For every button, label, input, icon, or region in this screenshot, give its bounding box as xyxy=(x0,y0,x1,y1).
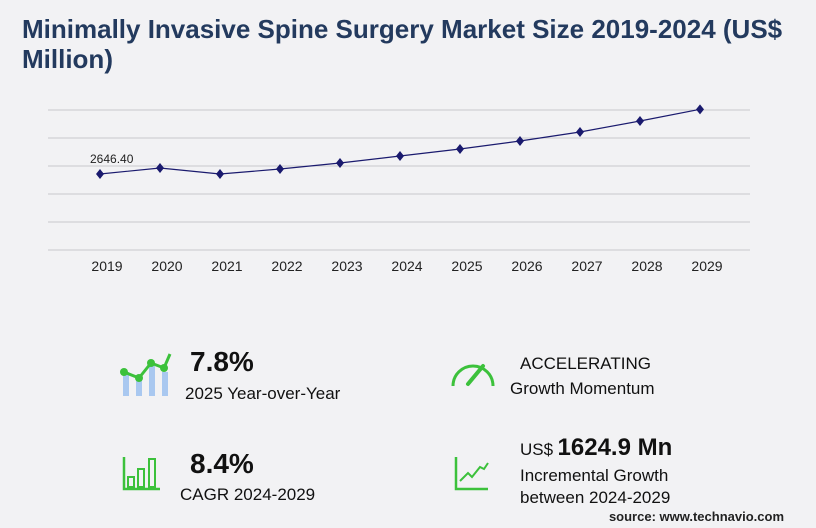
cagr-label: CAGR 2024-2029 xyxy=(180,485,316,504)
data-label: 2646.40 xyxy=(90,152,134,166)
data-point xyxy=(456,143,464,154)
incremental-label: Incremental Growth xyxy=(520,466,669,485)
x-tick-label: 2020 xyxy=(151,258,182,274)
x-tick-label: 2027 xyxy=(571,258,602,274)
data-point xyxy=(336,158,344,169)
x-tick-label: 2019 xyxy=(91,258,122,274)
data-point xyxy=(636,115,644,126)
data-point xyxy=(156,163,164,174)
data-point xyxy=(396,151,404,162)
momentum-label: Growth Momentum xyxy=(510,379,655,398)
trend-up-icon xyxy=(454,455,490,496)
x-tick-label: 2022 xyxy=(271,258,302,274)
x-tick-label: 2023 xyxy=(331,258,362,274)
cagr-value: 8.4% xyxy=(190,448,254,479)
line-chart: 2019 2020 2021 2022 2023 2024 2025 2026 2027 2028… xyxy=(48,104,750,274)
source-text: source: www.technavio.com xyxy=(608,509,784,524)
data-point xyxy=(696,104,704,115)
bar-chart-icon xyxy=(122,455,162,496)
data-point xyxy=(516,136,524,147)
data-point xyxy=(276,164,284,175)
chart-title: Minimally Invasive Spine Surgery Market … xyxy=(22,14,783,74)
series-line xyxy=(99,108,701,175)
data-point xyxy=(576,126,584,137)
speedometer-icon xyxy=(450,358,496,393)
data-point xyxy=(96,169,104,180)
yoy-value: 7.8% xyxy=(190,346,254,377)
growth-chart-icon xyxy=(118,350,172,403)
x-tick-label: 2028 xyxy=(631,258,662,274)
x-tick-label: 2021 xyxy=(211,258,242,274)
currency-prefix: US$ xyxy=(520,440,554,459)
momentum-value: ACCELERATING xyxy=(520,354,651,373)
incremental-amount: 1624.9 Mn xyxy=(557,434,673,461)
yoy-label: 2025 Year-over-Year xyxy=(185,384,341,403)
x-tick-label: 2029 xyxy=(691,258,722,274)
incremental-value: US$ 1624.9 Mn xyxy=(520,434,672,462)
data-point xyxy=(216,169,224,180)
x-tick-label: 2024 xyxy=(391,258,422,274)
x-tick-label: 2025 xyxy=(451,258,482,274)
x-tick-label: 2026 xyxy=(511,258,542,274)
incremental-period: between 2024-2029 xyxy=(520,488,671,507)
